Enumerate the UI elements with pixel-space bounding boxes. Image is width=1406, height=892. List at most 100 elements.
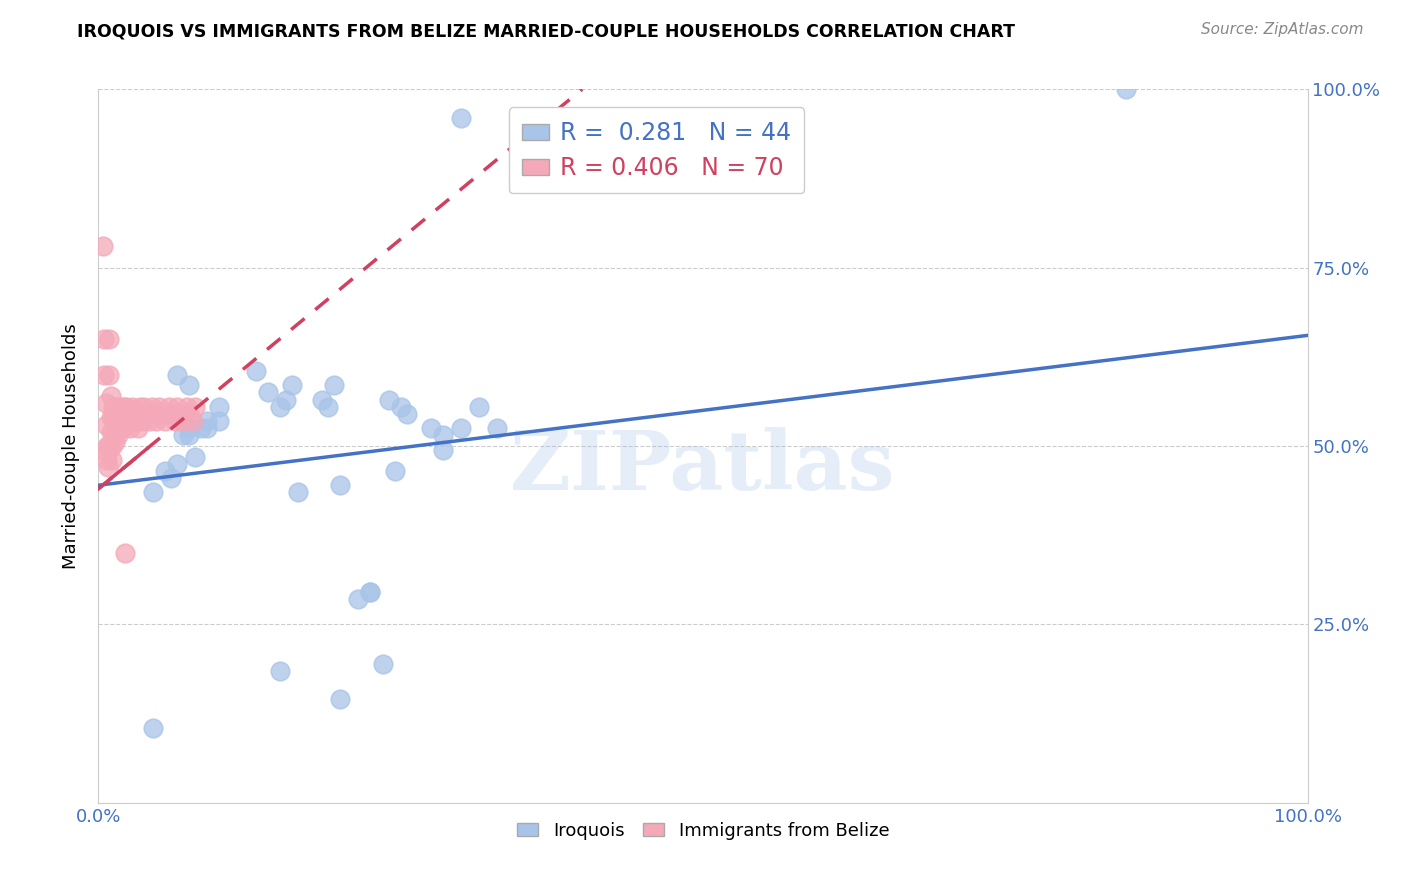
Point (256, 385, 278, 400)
Point (486, 421, 509, 435)
Point (179, 378, 201, 392)
Point (96, 439, 118, 453)
Point (148, 400, 170, 414)
Point (103, 421, 125, 435)
Point (104, 435, 127, 450)
Point (166, 368, 188, 382)
Point (172, 414, 194, 428)
Point (316, 400, 339, 414)
Point (450, 421, 472, 435)
Point (179, 421, 201, 435)
Point (274, 392, 297, 407)
Point (420, 421, 443, 435)
Point (384, 464, 406, 478)
Point (138, 414, 160, 428)
Point (281, 378, 304, 392)
Point (94, 396, 117, 410)
Point (94, 417, 117, 432)
Point (112, 407, 135, 421)
Point (98, 332, 121, 346)
Point (98, 368, 121, 382)
Point (142, 721, 165, 735)
Point (323, 378, 346, 392)
Point (93, 368, 115, 382)
Point (145, 414, 167, 428)
Point (110, 407, 132, 421)
Point (105, 407, 128, 421)
Point (104, 400, 127, 414)
Point (128, 400, 150, 414)
Point (100, 425, 122, 439)
Point (108, 414, 131, 428)
Point (105, 414, 128, 428)
Point (111, 421, 134, 435)
Point (118, 414, 141, 428)
Point (107, 421, 129, 435)
Point (135, 407, 157, 421)
Point (389, 400, 412, 414)
Point (153, 414, 176, 428)
Point (107, 428, 129, 442)
Point (160, 471, 183, 485)
Point (108, 421, 131, 435)
Point (160, 407, 183, 421)
Point (100, 453, 122, 467)
Point (269, 664, 291, 678)
Point (163, 414, 186, 428)
Point (141, 400, 163, 414)
Point (468, 400, 491, 414)
Text: Source: ZipAtlas.com: Source: ZipAtlas.com (1201, 22, 1364, 37)
Point (143, 407, 166, 421)
Point (108, 400, 131, 414)
Point (115, 400, 138, 414)
Point (1115, 82, 1137, 96)
Point (432, 428, 454, 442)
Point (114, 546, 136, 560)
Point (97, 460, 120, 475)
Point (195, 414, 218, 428)
Point (103, 428, 125, 442)
Point (153, 464, 176, 478)
Legend: Iroquois, Immigrants from Belize: Iroquois, Immigrants from Belize (509, 815, 897, 847)
Point (118, 421, 141, 435)
Point (152, 407, 174, 421)
Point (181, 414, 204, 428)
Point (360, 585, 382, 599)
Point (347, 592, 370, 607)
Point (111, 414, 134, 428)
Point (114, 414, 136, 428)
Point (208, 414, 231, 428)
Point (96, 453, 118, 467)
Point (131, 414, 153, 428)
Point (172, 428, 194, 442)
Point (91, 239, 114, 253)
Point (112, 400, 135, 414)
Point (184, 450, 207, 464)
Point (184, 400, 207, 414)
Point (176, 400, 198, 414)
Point (269, 400, 291, 414)
Point (101, 400, 124, 414)
Point (96, 446, 118, 460)
Point (245, 364, 267, 378)
Point (360, 585, 382, 599)
Point (371, 657, 394, 671)
Point (166, 457, 188, 471)
Point (93, 332, 115, 346)
Point (97, 439, 120, 453)
Point (110, 400, 132, 414)
Point (179, 428, 201, 442)
Point (329, 478, 352, 492)
Point (395, 407, 418, 421)
Point (129, 407, 152, 421)
Point (101, 407, 124, 421)
Point (208, 400, 231, 414)
Point (117, 407, 139, 421)
Text: IROQUOIS VS IMMIGRANTS FROM BELIZE MARRIED-COUPLE HOUSEHOLDS CORRELATION CHART: IROQUOIS VS IMMIGRANTS FROM BELIZE MARRI… (77, 22, 1015, 40)
Point (169, 407, 191, 421)
Point (432, 442, 454, 457)
Point (166, 400, 188, 414)
Point (377, 392, 399, 407)
Point (124, 407, 146, 421)
Point (329, 692, 352, 706)
